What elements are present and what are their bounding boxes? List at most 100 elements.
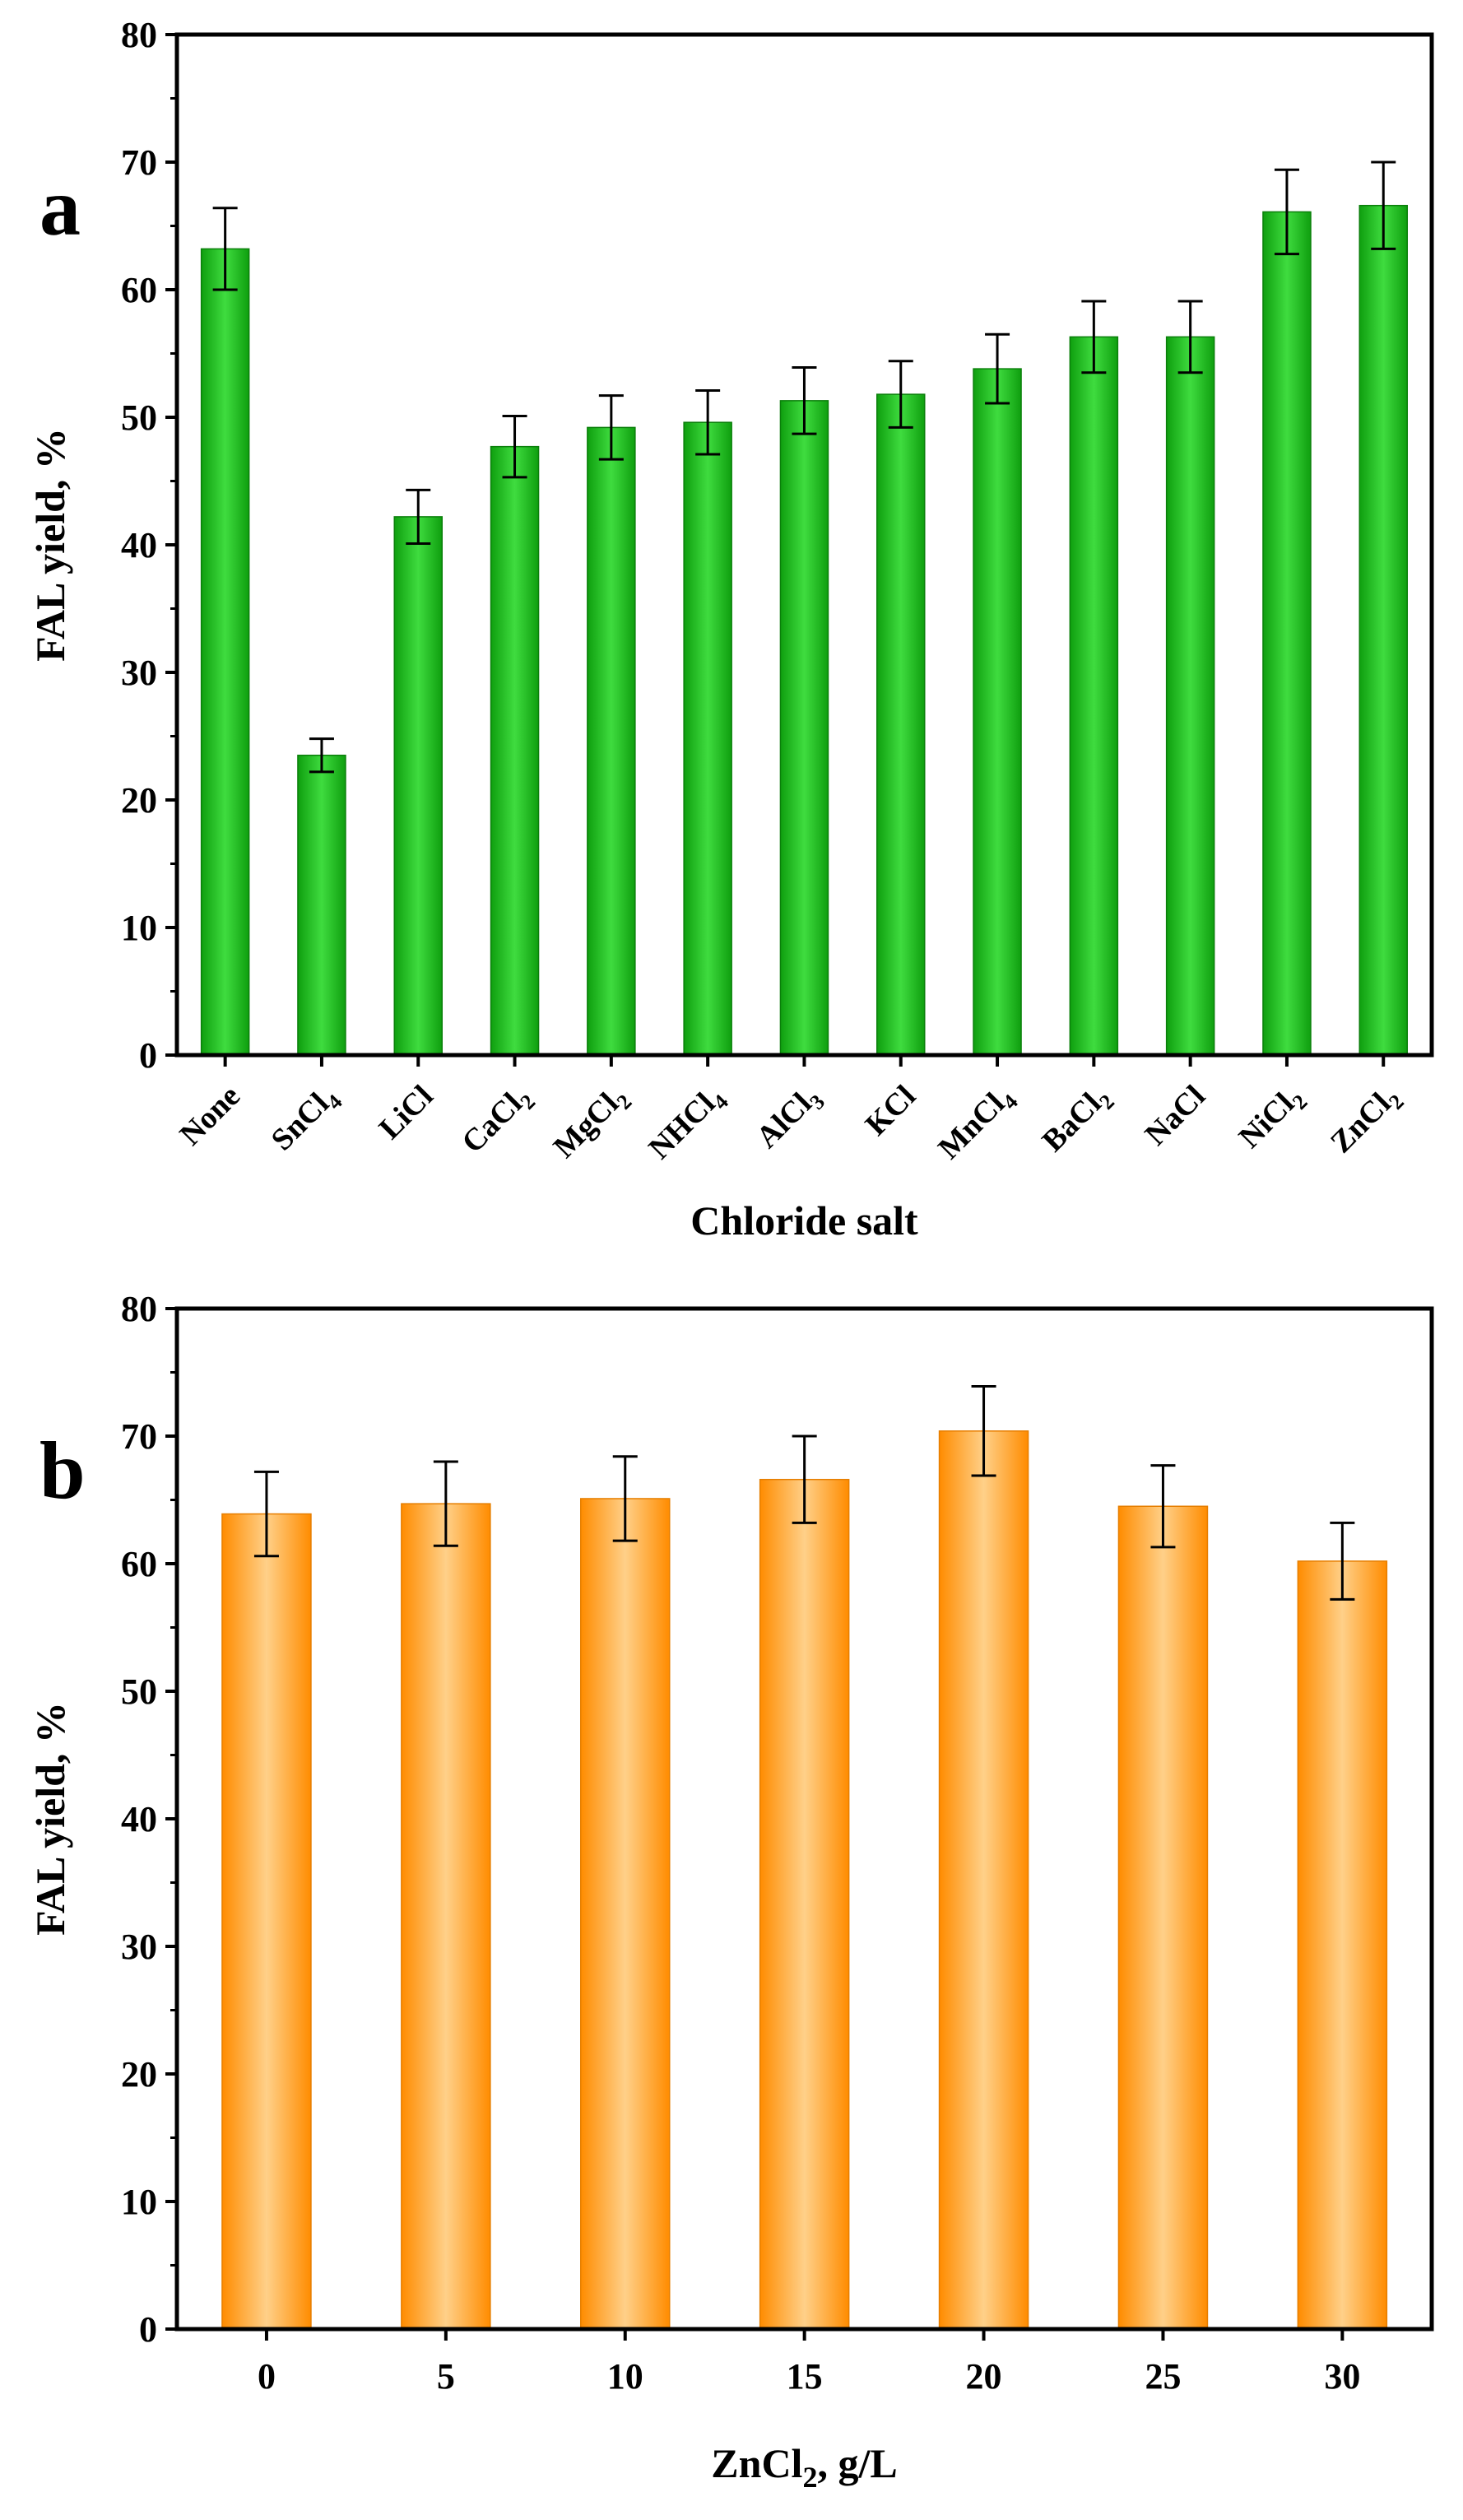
- y-tick-label: 60: [121, 270, 157, 310]
- bar-15: [759, 1478, 850, 2330]
- x-tick-label: 0: [258, 2356, 276, 2397]
- x-tick-label: KCl: [859, 1079, 922, 1142]
- x-tick-label-main: KCl: [859, 1079, 922, 1142]
- x-tick-label: 10: [607, 2356, 643, 2397]
- y-tick-label: 50: [121, 398, 157, 438]
- y-tick-label: 10: [121, 2182, 157, 2222]
- bar-20: [938, 1430, 1029, 2330]
- x-tick-label: SnCl4: [265, 1079, 347, 1161]
- bar-bacl: [1069, 336, 1119, 1056]
- bar-sncl: [297, 755, 346, 1056]
- bar-alcl: [779, 400, 829, 1056]
- y-tick-label: 10: [121, 908, 157, 948]
- bar-30: [1297, 1560, 1388, 2330]
- bar-cacl: [490, 445, 540, 1056]
- y-tick-label: 50: [121, 1671, 157, 1712]
- error-bar-group-b: [253, 1385, 1355, 1601]
- bar-none: [200, 248, 250, 1056]
- x-tick-label: NiCl2: [1233, 1079, 1312, 1159]
- bar-zncl: [1358, 204, 1408, 1056]
- error-bar: [1330, 1521, 1355, 1601]
- error-bar: [888, 360, 913, 429]
- bar-nicl: [1262, 211, 1312, 1056]
- x-tick-label: NaCl: [1139, 1079, 1212, 1152]
- x-tick-label: ZnCl2: [1324, 1079, 1409, 1164]
- x-axis-label-b-suffix: , g/L: [817, 2440, 897, 2486]
- x-tick-label: MnCl4: [931, 1079, 1022, 1169]
- error-bar: [1177, 300, 1203, 374]
- x-axis-label-b-main: ZnCl: [711, 2440, 802, 2486]
- x-tick-label: None: [174, 1079, 247, 1152]
- x-tick-label-main: LiCl: [373, 1079, 440, 1146]
- y-tick-label: 40: [121, 1799, 157, 1839]
- error-bar: [985, 332, 1010, 405]
- error-bar: [212, 207, 238, 291]
- chart-panel-a: a 0 10 20 30 40 50 60 70 80 None SnCl4 LiCl CaCl2 Mg…: [27, 15, 1434, 1244]
- x-axis-label-b: ZnCl2, g/L: [711, 2440, 897, 2494]
- x-tick-label: 15: [787, 2356, 823, 2397]
- bar-nhcl: [683, 421, 732, 1056]
- y-tick-label: 30: [121, 1927, 157, 1967]
- y-tick-group-a: 0 10 20 30 40 50 60 70 80: [121, 15, 177, 1076]
- chart-panel-b: b 0 10 20 30 40 50 60 70 80 0 5 10 15 20 25 30 FAL yie…: [27, 1289, 1434, 2494]
- error-bar: [598, 394, 624, 461]
- y-tick-label: 20: [121, 780, 157, 821]
- y-tick-label: 70: [121, 142, 157, 183]
- x-tick-label: CaCl2: [455, 1079, 540, 1164]
- bar-licl: [393, 516, 443, 1056]
- x-tick-label: LiCl: [373, 1079, 440, 1146]
- error-bar: [1274, 168, 1299, 256]
- y-tick-label: 80: [121, 1289, 157, 1329]
- bar-25: [1117, 1505, 1209, 2330]
- panel-label-b: b: [39, 1425, 86, 1516]
- x-tick-label: AlCl3: [750, 1079, 829, 1159]
- bar-kcl: [876, 393, 926, 1056]
- error-bar: [695, 388, 721, 456]
- y-tick-label: 40: [121, 525, 157, 565]
- error-bar: [433, 1460, 458, 1547]
- error-bar: [502, 414, 527, 479]
- x-tick-label: BaCl2: [1036, 1079, 1119, 1162]
- y-tick-label: 30: [121, 653, 157, 693]
- error-bar-group-a: [212, 160, 1396, 774]
- y-tick-group-b: 0 10 20 30 40 50 60 70 80: [121, 1289, 177, 2350]
- y-tick-label: 0: [139, 1035, 157, 1076]
- x-axis-label-a: Chloride salt: [690, 1197, 918, 1244]
- error-bar: [792, 366, 817, 435]
- bar-group-a: [200, 204, 1408, 1056]
- bar-group-b: [221, 1430, 1388, 2330]
- x-axis-label-b-subscript: 2: [802, 2461, 817, 2494]
- bar-5: [401, 1503, 491, 2330]
- bar-mncl: [973, 368, 1022, 1056]
- x-tick-label-main: NaCl: [1139, 1079, 1212, 1152]
- x-tick-label: NHCl4: [642, 1079, 732, 1169]
- x-tick-label: 20: [966, 2356, 1002, 2397]
- x-tick-label-main: None: [174, 1079, 247, 1152]
- error-bar: [1150, 1464, 1176, 1549]
- y-tick-label: 80: [121, 15, 157, 55]
- error-bar: [792, 1434, 817, 1524]
- bar-mgcl: [587, 426, 636, 1056]
- x-tick-group-a: None SnCl4 LiCl CaCl2 MgCl2 NHCl4 AlCl3 KCl MnCl…: [174, 1055, 1409, 1169]
- x-tick-label: MgCl2: [547, 1079, 637, 1169]
- x-tick-group-b: 0 5 10 15 20 25 30: [258, 2329, 1360, 2397]
- error-bar: [1081, 300, 1107, 374]
- y-axis-label-a: FAL yield, %: [27, 428, 73, 662]
- error-bar: [1371, 160, 1396, 250]
- error-bar: [971, 1385, 996, 1477]
- bar-10: [580, 1498, 671, 2330]
- x-tick-label: 30: [1324, 2356, 1360, 2397]
- error-bar: [253, 1470, 279, 1558]
- x-tick-label: 5: [437, 2356, 455, 2397]
- error-bar: [406, 488, 431, 545]
- bar-0: [221, 1513, 312, 2330]
- x-tick-label: 25: [1145, 2356, 1181, 2397]
- y-tick-label: 70: [121, 1416, 157, 1457]
- error-bar: [309, 737, 334, 774]
- y-tick-label: 0: [139, 2309, 157, 2350]
- error-bar: [612, 1455, 638, 1542]
- y-tick-label: 60: [121, 1544, 157, 1584]
- panel-label-a: a: [39, 161, 81, 253]
- y-tick-label: 20: [121, 2054, 157, 2095]
